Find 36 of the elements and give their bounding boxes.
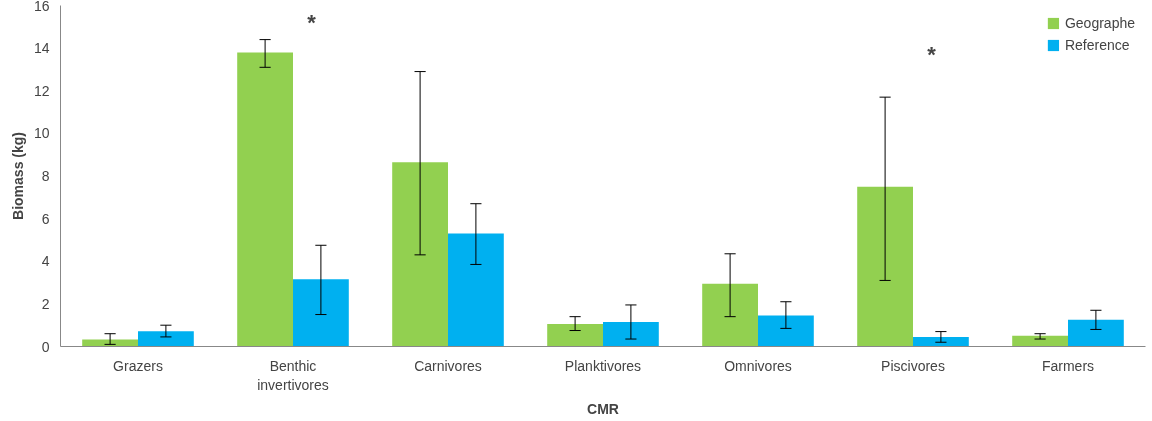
y-axis-title: Biomass (kg) [9,132,26,220]
x-tick-label: Omnivores [724,357,792,374]
annotation: * [927,42,937,68]
y-tick-label: 6 [41,210,50,227]
y-tick-label: 2 [41,295,50,312]
bar [237,52,293,347]
y-tick-label: 16 [33,0,50,14]
bar [293,279,349,347]
bar [138,331,194,347]
bar [448,233,504,347]
bar [1068,319,1124,347]
bar [82,339,138,347]
bar [702,283,758,347]
x-tick-label: Piscivores [881,357,945,374]
x-tick-label: Carnivores [414,357,482,374]
y-tick-label: 12 [33,82,50,99]
y-tick-label: 4 [41,253,50,270]
legend-label: Reference [1064,37,1130,53]
annotation: * [307,10,317,36]
bar [547,324,603,347]
bar [1012,335,1068,347]
legend-label: Geographe [1064,15,1135,31]
x-tick-label: Planktivores [564,357,642,374]
bar [392,162,448,347]
bar [758,315,814,347]
bar [857,186,913,347]
x-tick-label: Benthic invertivores [257,357,329,393]
y-tick-label: 8 [41,168,50,184]
y-tick-label: 0 [41,338,50,355]
x-tick-label: Grazers [113,357,163,374]
y-tick-label: 10 [33,125,50,142]
y-tick-label: 14 [33,40,50,57]
x-axis-title: CMR [587,400,619,417]
x-tick-label: Farmers [1041,357,1095,374]
bar [603,321,659,347]
bar [913,336,969,347]
